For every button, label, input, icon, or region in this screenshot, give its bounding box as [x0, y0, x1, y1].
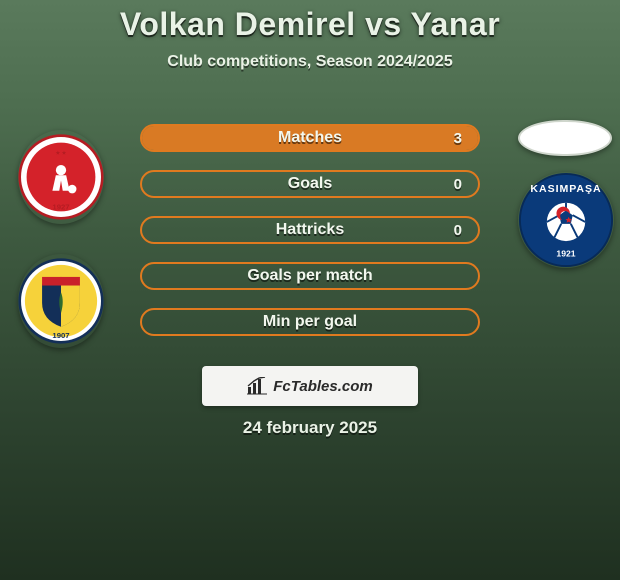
stat-bars: Matches3 Goals0 Hattricks0 Goals per match M…: [140, 124, 480, 354]
bar-chart-icon: [247, 377, 267, 395]
stat-track: [140, 216, 480, 244]
stat-row: Goals0: [140, 170, 480, 198]
stat-fill-right: [142, 126, 478, 150]
stat-row: Hattricks0: [140, 216, 480, 244]
footer-date: 24 february 2025: [0, 418, 620, 438]
stat-row: Matches3: [140, 124, 480, 152]
footer: FcTables.com 24 february 2025: [0, 352, 620, 438]
hapoel-crest-icon: ★ ★ 1927: [18, 130, 104, 224]
stat-row: Min per goal: [140, 308, 480, 336]
svg-text:1921: 1921: [556, 248, 575, 258]
brand-text: FcTables.com: [273, 378, 372, 395]
club-badge-hapoel: ★ ★ 1927: [18, 130, 104, 224]
stat-track: [140, 170, 480, 198]
svg-text:★ ★: ★ ★: [56, 151, 67, 157]
brand-box: FcTables.com: [202, 366, 418, 406]
fenerbahce-crest-icon: 1907: [18, 254, 104, 348]
page-title: Volkan Demirel vs Yanar: [0, 0, 620, 43]
svg-text:1927: 1927: [52, 203, 69, 212]
stat-track: [140, 308, 480, 336]
stat-track: [140, 124, 480, 152]
page-subtitle: Club competitions, Season 2024/2025: [0, 53, 620, 71]
kasimpasa-crest-icon: KASIMPAŞA 1921: [518, 172, 614, 268]
svg-text:KASIMPAŞA: KASIMPAŞA: [530, 183, 601, 195]
club-badge-kasimpasa: KASIMPAŞA 1921: [518, 172, 614, 268]
club-badge-fenerbahce: 1907: [18, 254, 104, 348]
comparison-card: Volkan Demirel vs Yanar Club competition…: [0, 0, 620, 580]
stat-track: [140, 262, 480, 290]
stat-row: Goals per match: [140, 262, 480, 290]
player-badge-placeholder: [518, 120, 612, 156]
svg-text:1907: 1907: [52, 331, 69, 340]
